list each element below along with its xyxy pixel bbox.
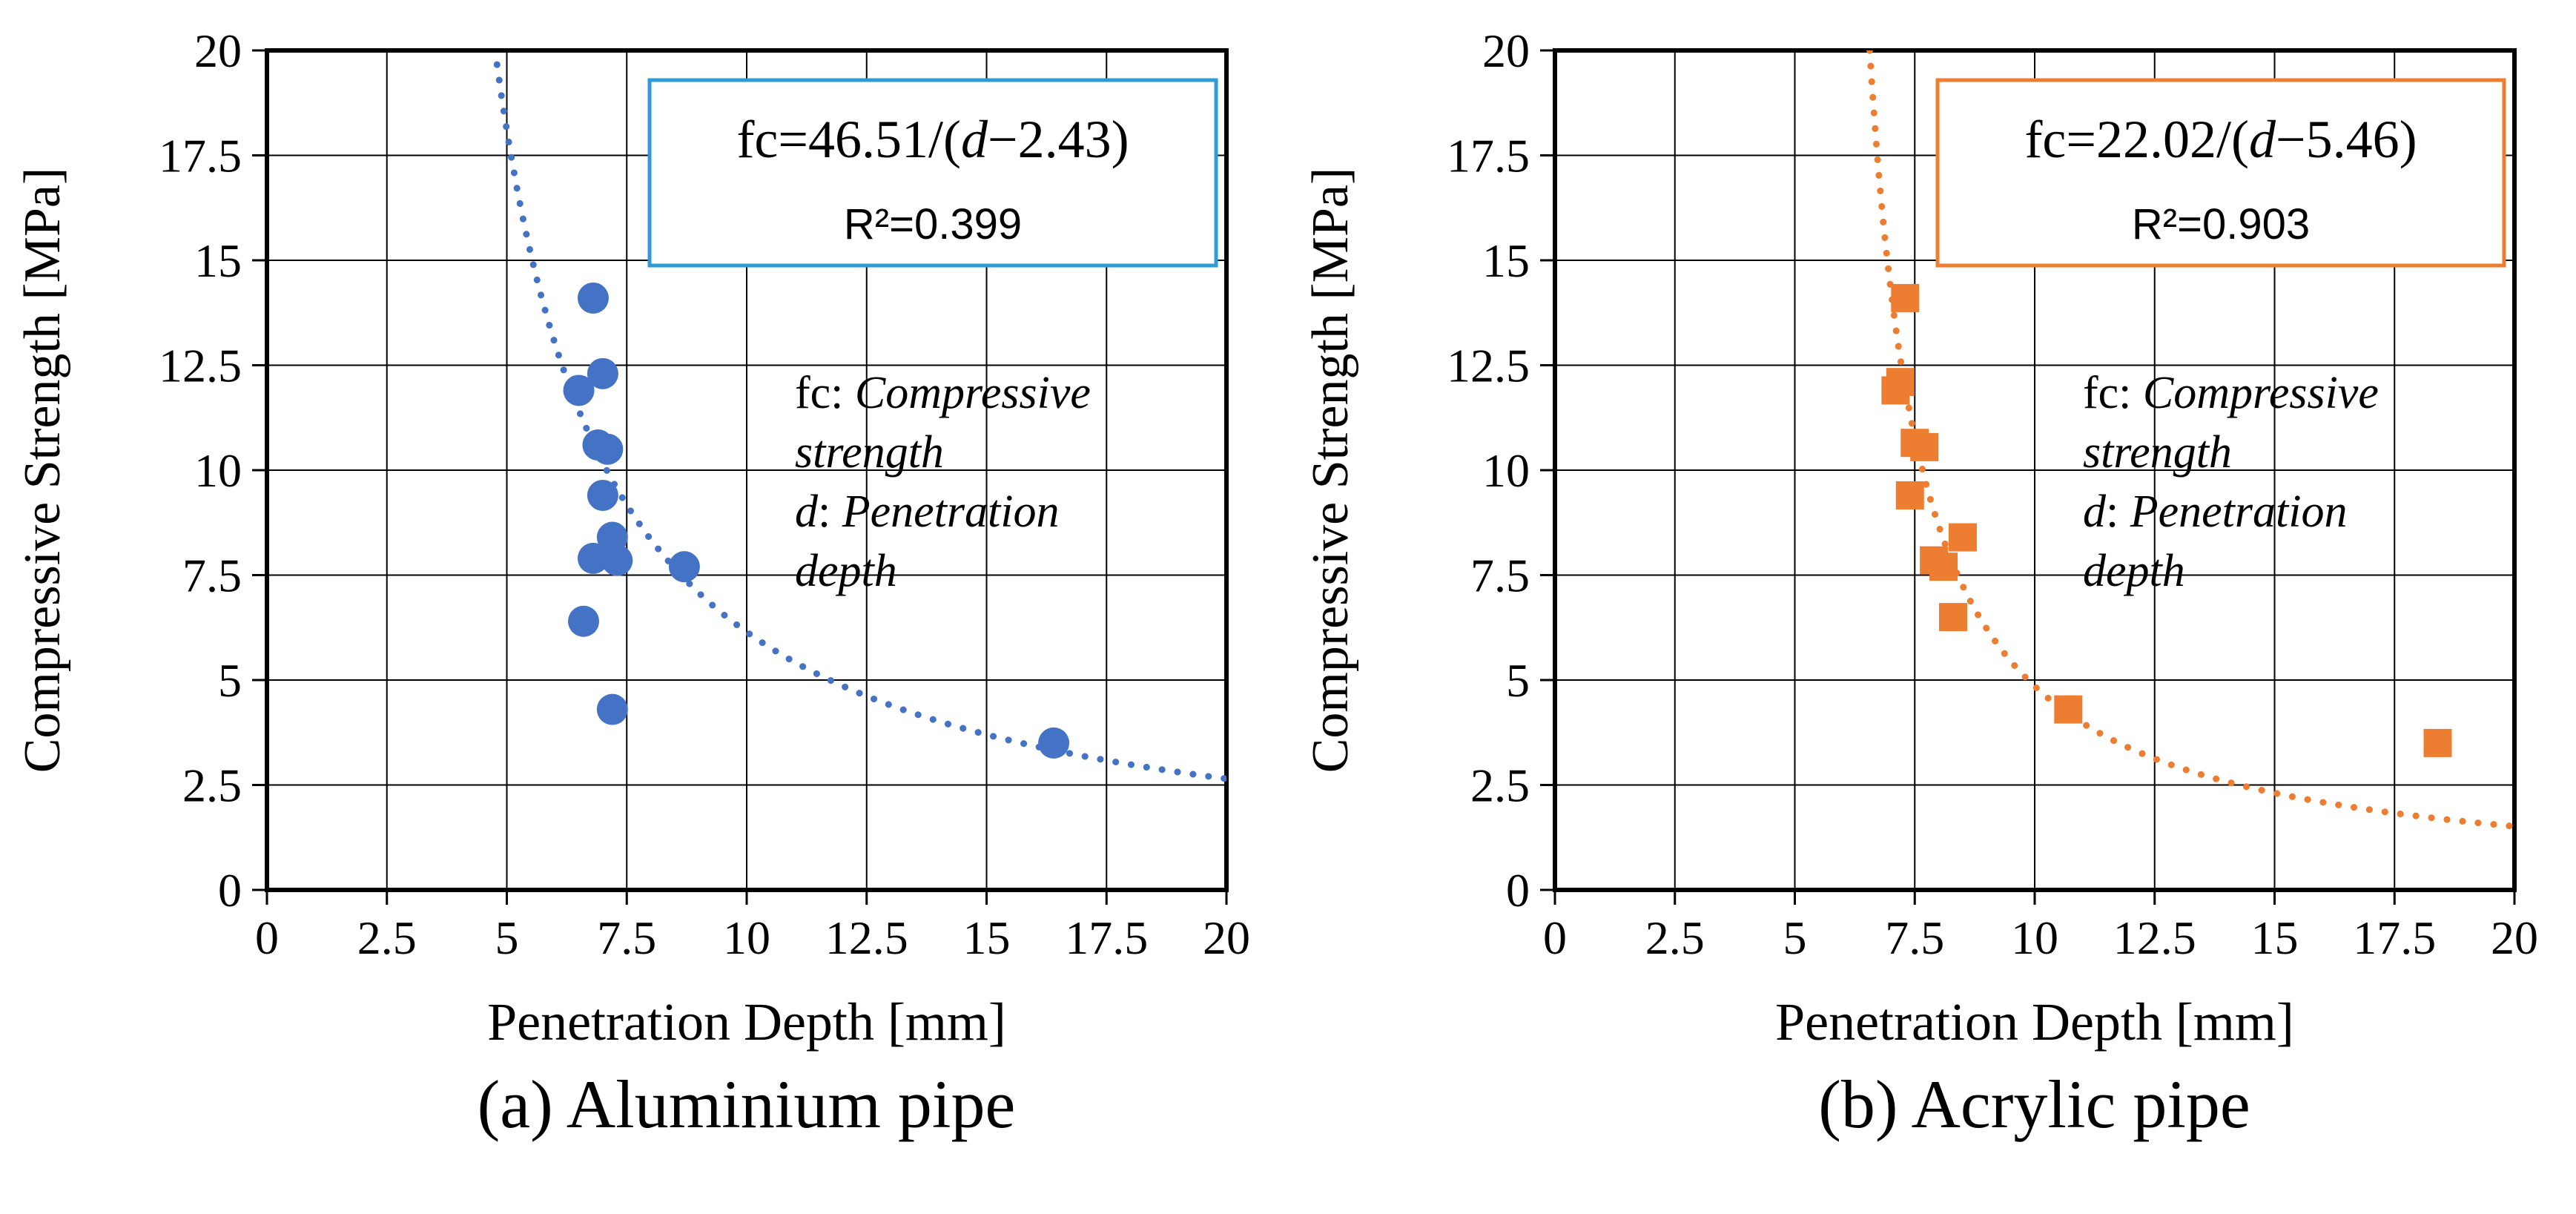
y-tick-label: 20 [1482,24,1530,77]
chart-acrylic-pipe: 00 2.5 2.5 5 5 7.5 7.5 10 10 12.5 12.5 15 15 17.5 17.5… [1302,24,2538,1052]
y-tick-label: 2.5 [1470,759,1530,812]
y-tick-label: 17.5 [159,130,242,182]
r-squared-text: R²=0.399 [844,200,1022,248]
y-tick-label: 10 [194,444,242,497]
data-point [596,521,628,553]
x-tick-label: 15 [963,911,1011,964]
x-axis-title: Penetration Depth [mm] [487,992,1006,1052]
annotation-line: depth [795,546,897,596]
x-tick-label: 12.5 [2113,911,2196,964]
data-point [592,433,624,465]
y-tick-label: 15 [1482,234,1530,287]
x-tick-label: 20 [2491,911,2538,964]
x-tick-label: 12.5 [825,911,908,964]
plot-border [265,48,1229,892]
data-point [577,542,609,574]
data-point [587,479,618,511]
x-tick-label: 2.5 [1645,911,1705,964]
data-point [1038,727,1070,759]
annotation-line: strength [2083,427,2232,478]
r-squared-text: R²=0.903 [2132,200,2310,248]
x-tick-label: 10 [2011,911,2058,964]
chart-aluminium-pipe: 00 2.5 2.5 5 5 7.5 7.5 10 10 12.5 12.5 15 15 17.5 17.5… [14,24,1250,1052]
y-tick-label: 2.5 [182,759,242,812]
caption-aluminium-pipe: (a) Aluminium pipe [477,1066,1016,1142]
y-tick-label: 20 [194,24,242,77]
data-point [2054,695,2083,724]
annotation-line: d: Penetration [2083,486,2347,537]
annotation-line: strength [795,427,944,478]
y-tick-label: 15 [194,234,242,287]
x-tick-label: 0 [255,911,279,964]
caption-acrylic-pipe: (b) Acrylic pipe [1818,1066,2250,1142]
y-tick-label: 7.5 [1470,550,1530,602]
fit-curve [493,61,1226,782]
plot-border [1553,48,2517,892]
data-point [1895,481,1924,509]
x-tick-label: 7.5 [1885,911,1944,964]
data-point [668,551,700,583]
x-tick-label: 10 [723,911,770,964]
data-point [2423,728,2452,757]
x-tick-label: 15 [2251,911,2299,964]
x-tick-label: 17.5 [1065,911,1148,964]
x-tick-label: 17.5 [2353,911,2436,964]
annotation-line: fc: Compressive [795,368,1091,418]
y-tick-label: 17.5 [1447,130,1530,182]
x-tick-label: 0 [1543,911,1567,964]
y-tick-label: 7.5 [182,550,242,602]
y-tick-label: 10 [1482,444,1530,497]
fit-curve [1866,50,2514,830]
equation-box [1935,78,2506,268]
panel-acrylic-pipe: 0 0 2.5 2.5 5 5 7.5 7.5 10 10 12.5 12.5 15 15 17.5 17.5… [1288,3,2576,1214]
equation-text: fc=46.51/(d−2.43) [736,110,1129,169]
x-tick-label: 5 [1783,911,1807,964]
y-tick-label: 5 [218,654,242,707]
panel-aluminium-pipe: 0 0 2.5 2.5 5 5 7.5 7.5 10 10 12.5 12.5 15 15 17.5 17.5… [0,3,1288,1214]
x-tick-label: 2.5 [357,911,417,964]
data-point [1881,376,1910,405]
annotation-line: fc: Compressive [2083,368,2379,418]
data-point [1939,603,1968,632]
data-point [568,605,600,637]
x-tick-label: 7.5 [597,911,656,964]
y-axis-title: Compressive Strength [MPa] [14,168,71,773]
equation-box [647,78,1218,268]
data-point [563,375,595,406]
data-point [1910,432,1939,461]
data-point [1891,283,1920,312]
equation-text: fc=22.02/(d−5.46) [2024,110,2417,169]
data-point [1948,523,1977,552]
y-axis-title: Compressive Strength [MPa] [1302,168,1359,773]
y-tick-label: 0 [218,864,242,917]
data-point [601,544,633,576]
annotation-line: depth [2083,546,2185,596]
annotation-line: d: Penetration [795,486,1059,537]
x-axis-title: Penetration Depth [mm] [1775,992,2294,1052]
data-point [587,357,618,389]
y-tick-label: 12.5 [1447,340,1530,392]
data-point [1929,552,1958,581]
x-tick-label: 20 [1203,911,1250,964]
y-tick-label: 5 [1506,654,1530,707]
y-tick-label: 12.5 [159,340,242,392]
data-point [596,693,628,725]
data-point [577,282,609,314]
y-tick-label: 0 [1506,864,1530,917]
x-tick-label: 5 [495,911,519,964]
